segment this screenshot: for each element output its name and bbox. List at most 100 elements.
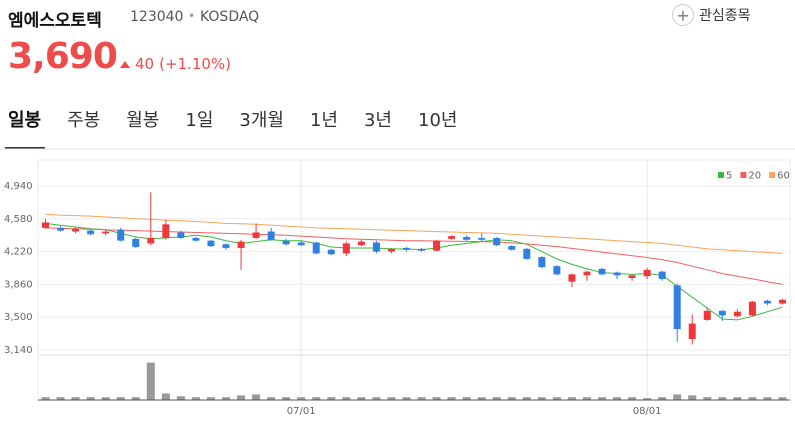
candle-body — [718, 310, 726, 316]
stock-code: 123040 — [130, 9, 184, 25]
volume-bar — [688, 395, 697, 400]
legend-label: 5 — [726, 171, 732, 182]
candle-body — [117, 229, 125, 241]
candle-body — [658, 271, 666, 279]
watch-label: 관심종목 — [699, 8, 751, 24]
candle-body — [87, 230, 95, 235]
candle-body — [628, 275, 636, 279]
period-tab[interactable]: 1일 — [185, 110, 214, 131]
volume-bar — [41, 397, 50, 400]
candle-body — [568, 274, 576, 282]
volume-bar — [206, 397, 215, 400]
volume-bar — [282, 397, 291, 400]
period-tab[interactable]: 주봉 — [67, 110, 101, 131]
volume-bar — [327, 397, 336, 400]
y-tick-label: 4,220 — [4, 247, 33, 258]
candle-body — [538, 257, 546, 268]
volume-bar — [552, 397, 561, 400]
volume-bar — [71, 397, 80, 400]
volume-bar — [116, 397, 125, 400]
volume-bar — [673, 394, 682, 400]
volume-bar — [537, 397, 546, 400]
stock-name: 엠에스오토텍 — [8, 11, 102, 31]
candle-body — [252, 232, 260, 238]
candle-body — [703, 310, 711, 320]
volume-bar — [718, 397, 727, 400]
candle-body — [493, 237, 501, 246]
period-tabs: 일봉 주봉 월봉 1일 3개월 1년 3년 10년 — [8, 106, 483, 132]
volume-bar — [733, 397, 742, 400]
volume-bar — [101, 397, 110, 400]
volume-bar — [432, 397, 441, 400]
candle-body — [372, 242, 380, 252]
volume-bar — [146, 362, 155, 400]
candle-body — [42, 222, 50, 228]
volume-bar — [402, 397, 411, 400]
period-tab[interactable]: 일봉 — [8, 110, 42, 131]
volume-bar — [342, 397, 351, 400]
volume-bar — [417, 397, 426, 400]
volume-bar — [312, 397, 321, 400]
candle-body — [312, 242, 320, 254]
candle-body — [748, 301, 756, 316]
volume-bar — [613, 397, 622, 400]
volume-bar — [748, 397, 757, 400]
y-tick-label: 3,140 — [4, 345, 33, 356]
volume-bar — [237, 395, 246, 400]
ma-line — [45, 213, 783, 254]
candle-body — [583, 271, 591, 276]
candle-body — [688, 323, 696, 340]
volume-bar — [176, 396, 185, 400]
separator-dot: • — [188, 9, 196, 23]
y-tick-label: 4,940 — [4, 181, 33, 192]
volume-bar — [598, 397, 606, 400]
candle-body — [162, 224, 170, 238]
change-value: 40 — [135, 55, 155, 73]
candle-body — [147, 237, 155, 244]
ma-line — [45, 222, 783, 321]
candle-body — [102, 231, 110, 234]
period-tab[interactable]: 10년 — [418, 110, 458, 131]
plus-icon: + — [672, 4, 694, 26]
change: 40 (+1.10%) — [120, 55, 231, 73]
period-tab[interactable]: 3개월 — [239, 110, 284, 131]
legend-swatch — [718, 172, 724, 178]
candle-body — [72, 228, 80, 232]
legend-swatch — [769, 172, 776, 178]
candle-body — [327, 249, 335, 255]
y-tick-label: 4,580 — [4, 214, 33, 225]
volume-bar — [252, 394, 261, 400]
candle-body — [433, 240, 441, 251]
volume-bar — [658, 397, 667, 400]
candle-body — [553, 266, 561, 275]
volume-bar — [297, 397, 306, 400]
market: KOSDAQ — [200, 9, 260, 25]
period-tab[interactable]: 월봉 — [126, 110, 160, 131]
volume-bar — [643, 398, 652, 400]
candle-body — [613, 272, 621, 276]
y-tick-label: 3,500 — [4, 312, 33, 323]
volume-bar — [507, 397, 516, 400]
period-tab[interactable]: 3년 — [363, 110, 392, 131]
candle-body — [192, 237, 200, 241]
volume-bar — [582, 397, 591, 400]
candle-body — [207, 240, 215, 247]
volume-bar — [703, 397, 712, 400]
volume-bar — [86, 397, 95, 400]
watch-button[interactable]: + 관심종목 — [672, 3, 751, 27]
volume-bar — [492, 397, 501, 400]
volume-bar — [161, 393, 170, 400]
volume-bar — [387, 397, 396, 400]
candle-body — [282, 240, 290, 245]
candle-body — [778, 299, 786, 304]
tab-underline — [5, 147, 45, 149]
period-tab[interactable]: 1년 — [309, 110, 338, 131]
candle-body — [508, 246, 516, 250]
candle-body — [267, 231, 275, 240]
candle-body — [177, 232, 185, 238]
legend-swatch — [740, 172, 747, 178]
ma-line — [45, 227, 783, 285]
candle-body — [237, 241, 245, 248]
candle-body — [387, 248, 395, 252]
candle-body — [342, 243, 350, 254]
